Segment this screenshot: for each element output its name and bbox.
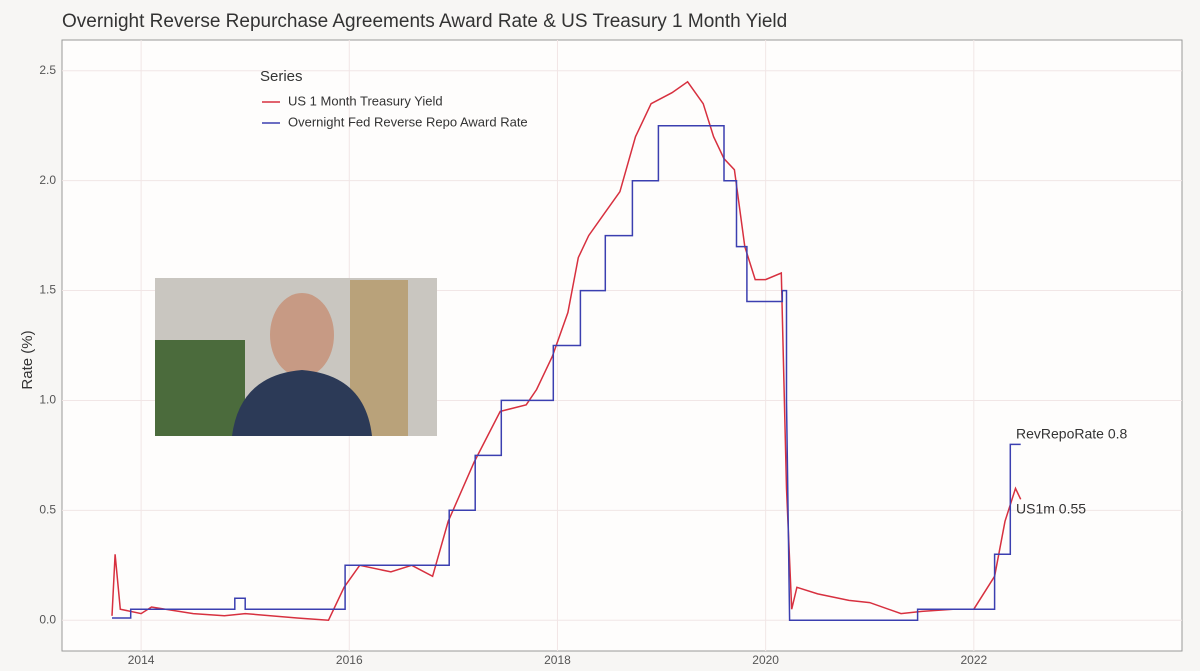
chart-title: Overnight Reverse Repurchase Agreements … (62, 11, 787, 32)
plant (155, 340, 245, 436)
x-tick-label: 2022 (960, 653, 987, 667)
series-line (111, 80, 1022, 621)
lines (111, 80, 1022, 621)
legend-label: Overnight Fed Reverse Repo Award Rate (288, 114, 528, 129)
annotation: RevRepoRate 0.8 (1016, 426, 1128, 442)
y-tick-label: 1.5 (39, 283, 56, 297)
x-tick-label: 2018 (544, 653, 571, 667)
x-tick-label: 2020 (752, 653, 779, 667)
shirt (232, 370, 372, 436)
legend-title: Series (260, 68, 303, 85)
annotation: US1m 0.55 (1016, 501, 1086, 517)
legend: Series US 1 Month Treasury Yield Overnigh… (260, 68, 528, 129)
y-tick-label: 2.5 (39, 63, 56, 77)
y-tick-label: 0.0 (39, 612, 56, 626)
face (270, 293, 334, 377)
y-tick-label: 1.0 (39, 393, 56, 407)
x-tick-label: 2014 (128, 653, 155, 667)
y-tick-label: 0.5 (39, 503, 56, 517)
legend-label: US 1 Month Treasury Yield (288, 93, 443, 108)
video-inset (155, 278, 437, 436)
y-axis-label: Rate (%) (19, 330, 36, 389)
x-tick-label: 2016 (336, 653, 363, 667)
y-tick-label: 2.0 (39, 173, 56, 187)
series-line (112, 124, 1021, 621)
